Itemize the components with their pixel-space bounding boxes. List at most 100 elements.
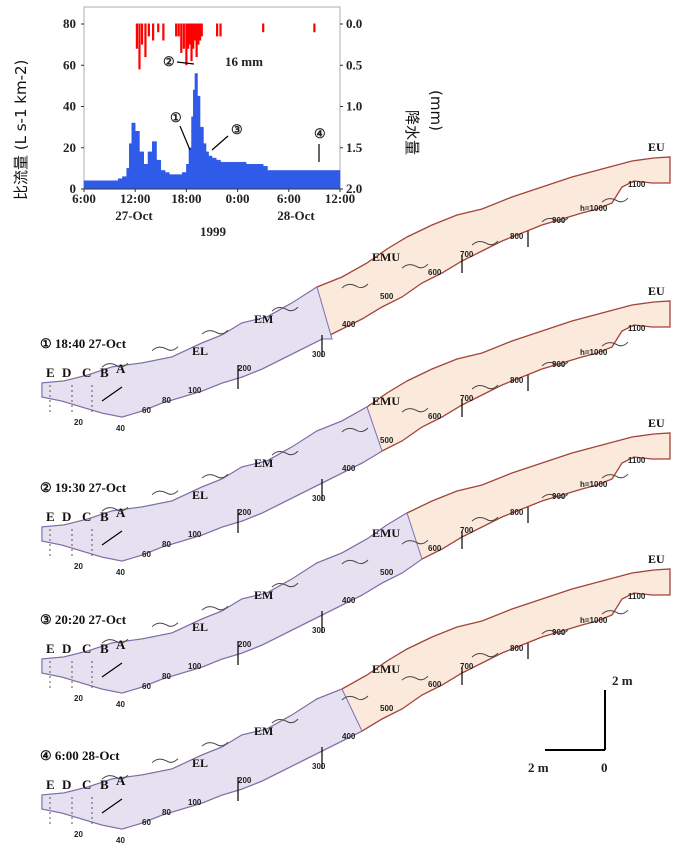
x-tick: 18:00: [171, 191, 201, 206]
section-label-B: B: [100, 641, 109, 656]
rainfall-bar: [192, 23, 195, 49]
rainfall-bar: [147, 23, 150, 37]
contour-label: 700: [460, 662, 474, 671]
contour-label: 100: [188, 386, 202, 395]
date-label-27oct: 27-Oct: [115, 208, 153, 223]
marker-4: ④: [314, 126, 326, 141]
rainfall-bar: [152, 23, 155, 41]
contour-curve: [401, 263, 429, 269]
marker-2-arrow: [176, 61, 195, 65]
section-label-EM: EM: [254, 456, 273, 470]
contour-label: 500: [380, 568, 394, 577]
marker-3: ③: [231, 122, 243, 137]
contour-label: 100: [188, 662, 202, 671]
contour-label: h=1000: [580, 348, 608, 357]
contour-label: 60: [142, 682, 151, 691]
contour-curve: [101, 638, 129, 644]
rainfall-bars: [135, 23, 316, 70]
contour-label: 800: [510, 232, 524, 241]
y-left-tick: 60: [63, 57, 76, 72]
panel-title: ① 18:40 27-Oct: [40, 336, 127, 351]
contour-curve: [341, 283, 369, 289]
contour-label: 600: [428, 268, 442, 277]
contour-curve: [601, 609, 629, 615]
section-label-C: C: [82, 777, 91, 792]
contour-label: 600: [428, 680, 442, 689]
contour-label: 200: [238, 508, 252, 517]
contour-label: 80: [162, 396, 171, 405]
y-axis-right-unit: (mm): [427, 90, 445, 131]
marker-2: ②: [163, 54, 175, 69]
contour-label: 40: [116, 836, 125, 845]
contour-label: 60: [142, 406, 151, 415]
contour-curve: [341, 559, 369, 565]
contour-curve: [151, 490, 179, 496]
contour-label: 20: [74, 830, 83, 839]
x-tick: 12:00: [120, 191, 150, 206]
flow-arrow: [101, 530, 123, 546]
x-tick: 6:00: [72, 191, 96, 206]
rainfall-bar: [157, 23, 160, 33]
marker-1: ①: [170, 110, 182, 125]
section-label-EU: EU: [648, 416, 665, 430]
rainfall-bar: [182, 23, 185, 49]
contour-label: h=1000: [580, 616, 608, 625]
hillslope-panel-1: E D C B AELEMEMUEU20406080100200300400500600…: [40, 140, 671, 433]
rainfall-bar: [135, 23, 139, 49]
contour-curve: [601, 197, 629, 203]
panel-title: ④ 6:00 28-Oct: [40, 748, 120, 763]
section-label-EMU: EMU: [372, 250, 400, 264]
panel-title: ② 19:30 27-Oct: [40, 480, 127, 495]
contour-label: 60: [142, 818, 151, 827]
rainfall-bar: [144, 23, 147, 57]
hillslope-panels: E D C B AELEMEMUEU20406080100200300400500600…: [40, 140, 671, 845]
y-right-tick: 1.0: [346, 99, 362, 114]
section-label-EL: EL: [192, 756, 208, 770]
contour-label: 800: [510, 508, 524, 517]
section-label-E: E: [46, 365, 55, 380]
section-label-EMU: EMU: [372, 394, 400, 408]
contour-curve: [201, 605, 229, 611]
hillslope-panel-2: E D C B AELEMEMUEU20406080100200300400500600…: [40, 284, 671, 577]
contour-curve: [341, 427, 369, 433]
contour-label: 900: [552, 492, 566, 501]
y-left-tick: 20: [63, 140, 76, 155]
section-label-A: A: [116, 361, 126, 376]
contour-label: 400: [342, 732, 356, 741]
contour-curve: [271, 582, 299, 588]
y-axis-right-label: 降水量: [403, 110, 421, 155]
section-label-D: D: [62, 641, 71, 656]
contour-label: 100: [188, 798, 202, 807]
flow-arrow: [101, 386, 123, 402]
contour-label: 500: [380, 292, 394, 301]
contour-curve: [101, 362, 129, 368]
contour-label: 900: [552, 360, 566, 369]
section-label-D: D: [62, 777, 71, 792]
contour-label: 200: [238, 776, 252, 785]
contour-label: 60: [142, 550, 151, 559]
annotation-16mm: 16 mm: [225, 54, 263, 69]
scale-horizontal-label: 2 m: [528, 760, 549, 775]
x-tick: 6:00: [277, 191, 301, 206]
contour-curve: [151, 758, 179, 764]
section-label-D: D: [62, 365, 71, 380]
contour-curve: [151, 622, 179, 628]
section-label-EM: EM: [254, 588, 273, 602]
contour-curve: [601, 473, 629, 479]
contour-label: 40: [116, 568, 125, 577]
rainfall-bar: [216, 23, 219, 37]
rainfall-bar: [187, 23, 190, 49]
section-label-E: E: [46, 509, 55, 524]
rainfall-bar: [313, 23, 316, 33]
contour-label: 300: [312, 626, 326, 635]
flow-arrow: [101, 662, 123, 678]
contour-curve: [101, 774, 129, 780]
contour-label: 40: [116, 700, 125, 709]
contour-label: 500: [380, 704, 394, 713]
rainfall-bar: [190, 23, 193, 62]
scale-origin-label: 0: [601, 760, 608, 775]
contour-curve: [401, 407, 429, 413]
contour-label: 700: [460, 250, 474, 259]
contour-label: 600: [428, 412, 442, 421]
